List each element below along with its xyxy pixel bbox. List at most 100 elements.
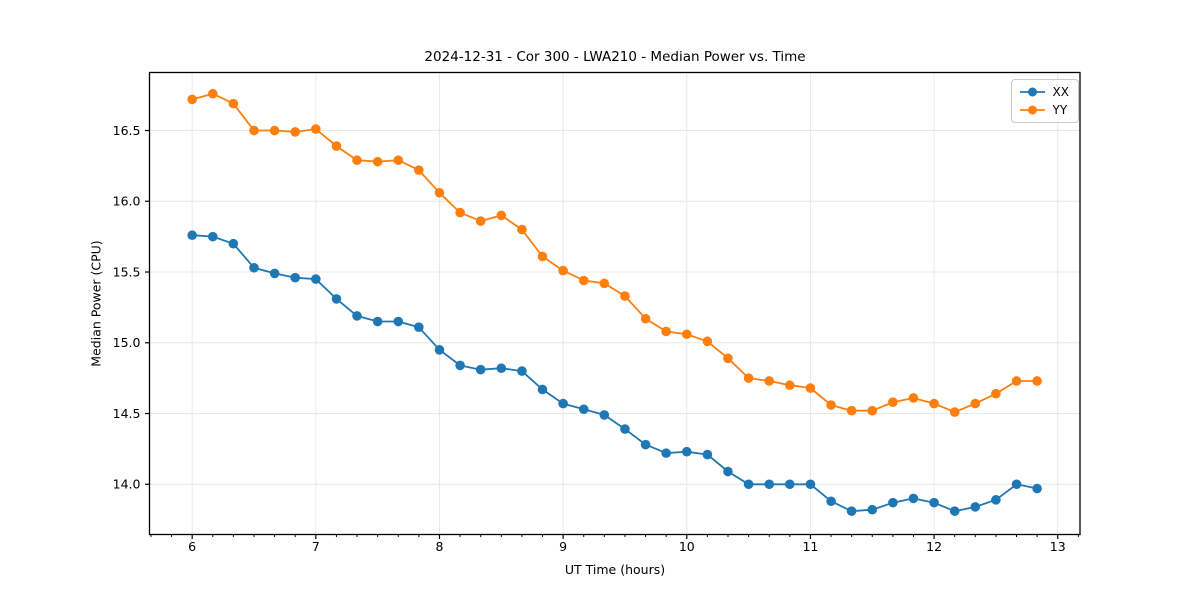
series-xx-marker	[187, 230, 197, 241]
series-yy-marker	[1011, 376, 1022, 386]
series-xx-marker	[208, 231, 218, 242]
series-xx-marker	[496, 363, 507, 374]
series-yy-marker	[228, 98, 239, 109]
series-yy-marker	[620, 291, 630, 301]
series-yy-marker	[949, 407, 960, 417]
series-xx-marker	[578, 404, 589, 415]
series-xx-marker	[702, 449, 713, 460]
series-yy-marker	[784, 380, 795, 391]
line-marker-icon	[1019, 87, 1045, 97]
y-tick-label: 15.0	[113, 335, 141, 350]
series-xx-marker	[867, 504, 878, 515]
series-xx-marker	[434, 345, 445, 355]
series-yy-marker	[867, 405, 878, 416]
series-yy-marker	[249, 125, 259, 136]
series-yy-marker	[187, 94, 197, 105]
x-tick-label: 9	[559, 539, 567, 554]
series-yy-marker	[640, 313, 651, 324]
y-tick-label: 14.5	[113, 406, 141, 421]
series-yy-marker	[991, 388, 1001, 399]
series-xx-marker	[517, 366, 527, 376]
legend-item-yy: YY	[1019, 103, 1069, 117]
series-yy-line	[191, 92, 1038, 414]
series-yy-marker	[496, 210, 507, 221]
series-yy-marker	[929, 398, 939, 409]
series-xx-marker	[784, 479, 795, 490]
x-tick-label: 6	[188, 539, 196, 554]
series-yy-marker	[393, 155, 404, 166]
x-tick-label: 11	[802, 539, 818, 554]
series-yy-marker	[290, 127, 300, 137]
plot-border	[148, 71, 1081, 536]
series-xx-marker	[661, 448, 671, 458]
series-xx-marker	[1032, 483, 1042, 494]
series-yy-marker	[681, 329, 692, 340]
x-tick-label: 12	[926, 539, 942, 554]
series-xx-marker	[620, 424, 630, 434]
series-xx-marker	[475, 364, 486, 375]
series-xx-marker	[970, 502, 981, 512]
series-xx-marker	[372, 316, 383, 327]
series-yy-marker	[311, 124, 321, 134]
series-xx-marker	[311, 274, 321, 284]
x-tick-label: 13	[1050, 539, 1066, 554]
series-yy-marker	[805, 383, 816, 393]
series-yy-marker	[578, 275, 589, 286]
series-xx-marker	[599, 410, 610, 420]
x-tick-label: 7	[312, 539, 320, 554]
series-xx-marker	[1011, 479, 1022, 490]
y-tick-label: 16.0	[113, 194, 141, 209]
series-yy-marker	[1032, 376, 1042, 386]
series-yy-marker	[331, 141, 342, 151]
series-xx-marker	[290, 272, 300, 283]
y-tick-label: 14.0	[113, 477, 141, 492]
series-yy-marker	[537, 251, 548, 262]
series-xx-marker	[681, 446, 692, 457]
series-xx-marker	[723, 466, 733, 477]
series-xx-marker	[249, 262, 259, 273]
series-yy-marker	[888, 397, 898, 407]
series-yy-marker	[434, 187, 445, 198]
series-xx-marker	[393, 316, 404, 327]
series-yy-marker	[269, 125, 280, 136]
y-axis-label: Median Power (CPU)	[88, 240, 104, 367]
series-xx-marker	[929, 497, 939, 508]
series-yy-marker	[372, 156, 383, 167]
legend-item-xx: XX	[1019, 85, 1069, 99]
series-xx-marker	[414, 322, 424, 333]
line-marker-icon	[1019, 105, 1045, 115]
series-yy-marker	[517, 224, 527, 235]
series-yy-marker	[414, 165, 424, 175]
series-xx-marker	[888, 497, 898, 508]
legend: XX YY	[1010, 79, 1079, 123]
series-yy-marker	[702, 336, 713, 347]
series-xx-marker	[743, 479, 754, 490]
series-xx-marker	[764, 479, 775, 490]
x-tick-label: 10	[679, 539, 695, 554]
series-xx-marker	[558, 398, 568, 409]
series-yy-marker	[826, 400, 836, 410]
series-xx-marker	[991, 495, 1001, 505]
legend-label-xx: XX	[1052, 85, 1069, 99]
series-yy-marker	[558, 265, 568, 276]
series-yy-marker	[661, 326, 671, 337]
x-tick-label: 8	[435, 539, 443, 554]
series-xx-marker	[805, 479, 816, 490]
series-yy-marker	[455, 207, 465, 218]
series-xx-marker	[908, 493, 919, 504]
legend-label-yy: YY	[1052, 103, 1068, 117]
series-xx-marker	[455, 360, 465, 371]
y-tick-label: 16.5	[113, 123, 141, 138]
series-xx-marker	[331, 294, 342, 304]
series-xx-marker	[949, 506, 960, 516]
chart-title: 2024-12-31 - Cor 300 - LWA210 - Median P…	[424, 49, 806, 65]
series-yy-marker	[723, 353, 733, 364]
series-yy-marker	[908, 393, 919, 403]
series-yy-marker	[352, 155, 362, 166]
x-axis-label: UT Time (hours)	[564, 562, 666, 577]
y-tick-label: 15.5	[113, 264, 141, 279]
series-xx-marker	[537, 384, 548, 395]
series-yy-marker	[970, 398, 981, 409]
series-xx-marker	[352, 311, 362, 321]
